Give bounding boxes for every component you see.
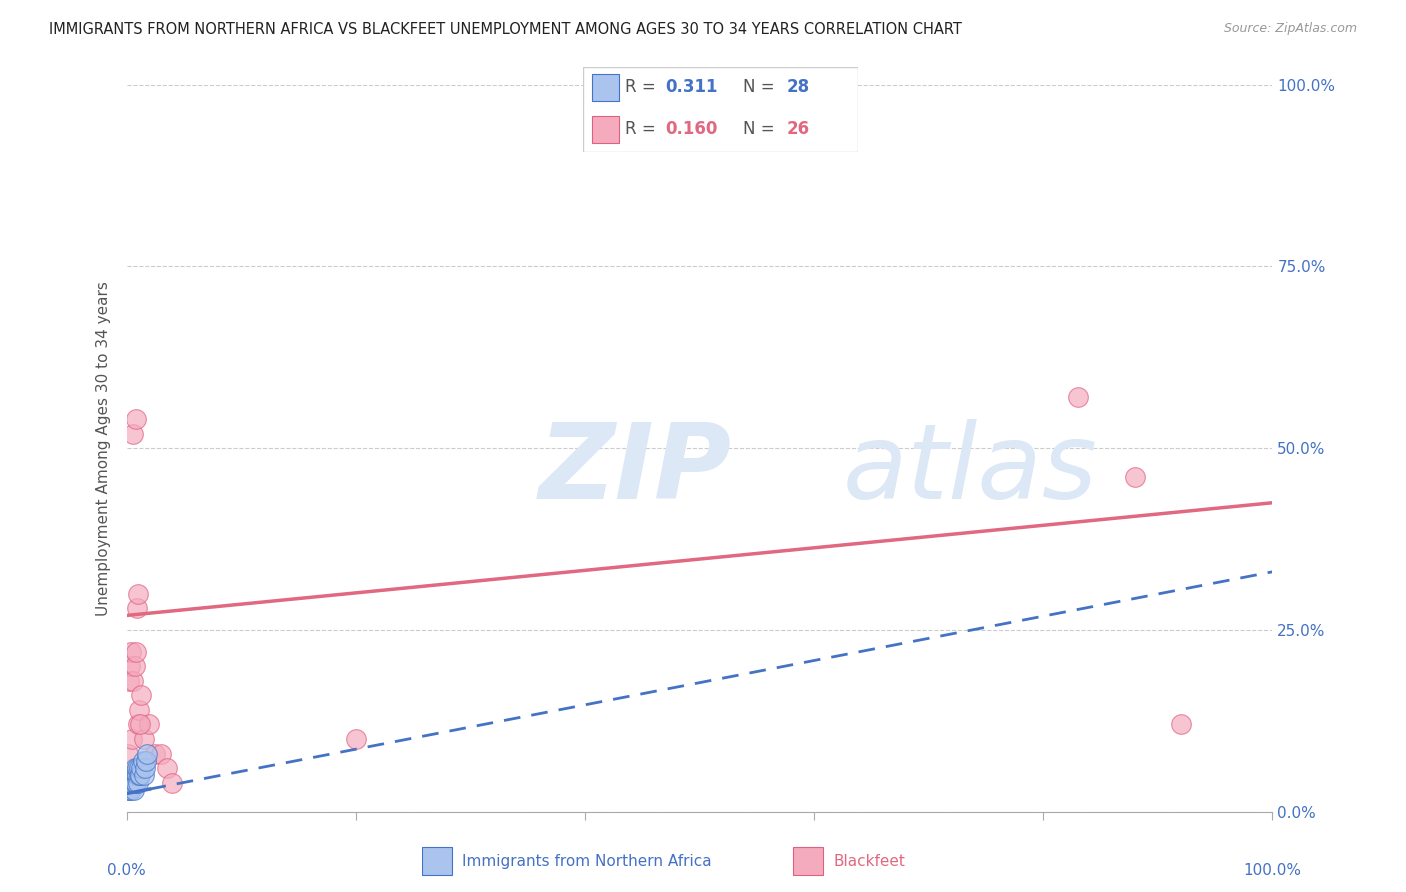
Point xyxy=(131,761,153,775)
Point xyxy=(127,775,149,789)
FancyBboxPatch shape xyxy=(583,67,858,152)
Point xyxy=(120,783,142,797)
Bar xyxy=(422,847,453,875)
Text: N =: N = xyxy=(742,120,779,137)
Point xyxy=(125,768,148,782)
Point xyxy=(344,731,367,746)
Point xyxy=(143,747,166,761)
Point xyxy=(125,775,148,789)
Text: Source: ZipAtlas.com: Source: ZipAtlas.com xyxy=(1223,22,1357,36)
Point xyxy=(118,768,141,782)
Point xyxy=(122,783,145,797)
Point xyxy=(120,768,142,782)
Point xyxy=(118,659,141,673)
Point xyxy=(136,747,159,761)
Point xyxy=(127,717,149,731)
Point xyxy=(120,645,142,659)
Point xyxy=(118,775,141,789)
Point xyxy=(132,731,155,746)
Point xyxy=(1123,470,1146,484)
Point xyxy=(156,761,179,775)
Text: 26: 26 xyxy=(786,120,810,137)
Text: IMMIGRANTS FROM NORTHERN AFRICA VS BLACKFEET UNEMPLOYMENT AMONG AGES 30 TO 34 YE: IMMIGRANTS FROM NORTHERN AFRICA VS BLACK… xyxy=(49,22,962,37)
Text: Immigrants from Northern Africa: Immigrants from Northern Africa xyxy=(463,854,711,869)
Point xyxy=(124,761,146,775)
Point xyxy=(131,754,153,768)
Point xyxy=(124,775,146,789)
Text: R =: R = xyxy=(624,120,661,137)
Point xyxy=(1066,390,1088,404)
Bar xyxy=(793,847,824,875)
Point xyxy=(129,768,152,782)
Point xyxy=(128,768,150,782)
Text: atlas: atlas xyxy=(842,419,1098,521)
Text: ZIP: ZIP xyxy=(538,419,733,521)
Point xyxy=(127,761,149,775)
Point xyxy=(121,768,143,782)
Point xyxy=(121,775,143,789)
Point xyxy=(134,761,156,775)
Point xyxy=(124,659,146,673)
Point xyxy=(117,747,139,761)
Point xyxy=(118,673,141,688)
Point xyxy=(149,747,172,761)
Point xyxy=(121,731,143,746)
Point xyxy=(127,587,149,601)
Point xyxy=(131,689,153,703)
Point xyxy=(128,761,150,775)
Point xyxy=(135,754,157,768)
Text: N =: N = xyxy=(742,78,779,96)
Bar xyxy=(592,116,619,143)
Point xyxy=(117,783,139,797)
Point xyxy=(125,645,148,659)
Point xyxy=(125,768,148,782)
Point xyxy=(138,717,160,731)
Point xyxy=(122,426,145,441)
Y-axis label: Unemployment Among Ages 30 to 34 years: Unemployment Among Ages 30 to 34 years xyxy=(96,281,111,615)
Text: Blackfeet: Blackfeet xyxy=(834,854,905,869)
Text: R =: R = xyxy=(624,78,661,96)
Point xyxy=(122,768,145,782)
Text: 28: 28 xyxy=(786,78,810,96)
Text: 100.0%: 100.0% xyxy=(1243,863,1302,878)
Point xyxy=(125,601,148,615)
Point xyxy=(122,673,145,688)
Point xyxy=(162,775,184,789)
Text: 0.311: 0.311 xyxy=(666,78,718,96)
Point xyxy=(125,412,148,426)
Point xyxy=(121,775,143,789)
Bar xyxy=(592,74,619,101)
Point xyxy=(1170,717,1192,731)
Point xyxy=(128,703,150,717)
Point xyxy=(118,783,141,797)
Point xyxy=(129,717,152,731)
Point xyxy=(117,775,139,789)
Point xyxy=(132,768,155,782)
Text: 0.0%: 0.0% xyxy=(107,863,146,878)
Text: 0.160: 0.160 xyxy=(666,120,718,137)
